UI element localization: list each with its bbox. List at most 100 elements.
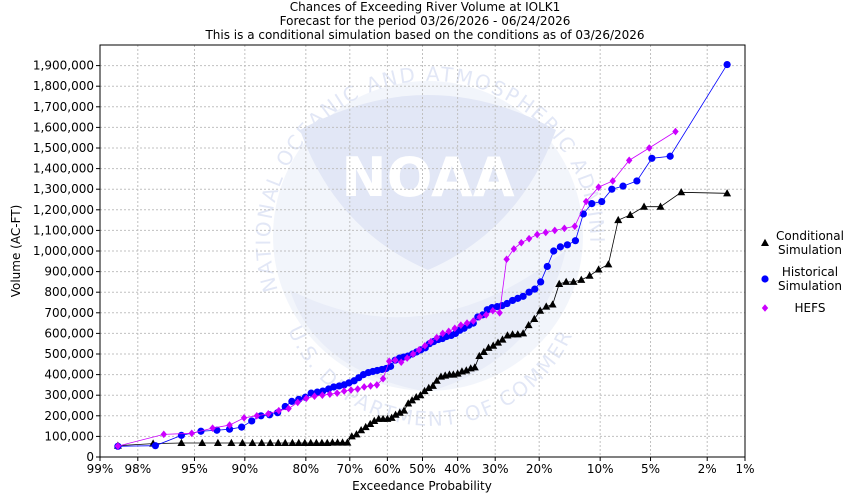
- data-point: [551, 226, 558, 235]
- x-tick-label: 70%: [336, 462, 363, 476]
- data-point: [357, 426, 366, 434]
- data-point: [330, 383, 338, 391]
- data-point: [373, 381, 381, 389]
- data-point: [415, 346, 423, 354]
- y-tick-label: 800,000: [44, 285, 94, 299]
- y-tick-label: 300,000: [44, 388, 94, 402]
- data-point: [266, 438, 275, 446]
- data-point: [531, 285, 539, 293]
- x-tick-label: 95%: [181, 462, 208, 476]
- data-point: [288, 397, 296, 405]
- y-tick-label: 400,000: [44, 368, 94, 382]
- x-tick-label: 60%: [374, 462, 401, 476]
- y-tick-label: 1,900,000: [33, 59, 94, 73]
- data-point: [398, 358, 405, 367]
- data-point: [300, 438, 309, 446]
- chart-title-line-2: Forecast for the period 03/26/2026 - 06/…: [279, 14, 571, 28]
- x-tick-label: 1%: [735, 462, 754, 476]
- data-point: [317, 438, 326, 446]
- data-point: [391, 410, 400, 418]
- y-tick-label: 500,000: [44, 347, 94, 361]
- data-point: [608, 185, 616, 193]
- data-point: [476, 313, 483, 321]
- data-point: [400, 406, 409, 414]
- axis-ticks: 99% 98% 95% 90% 80% 70% 60% 50% 40% 30% 20% 10% 5% 2%…: [33, 59, 755, 476]
- data-point: [656, 202, 665, 210]
- data-point: [288, 438, 297, 446]
- data-point: [416, 391, 425, 399]
- data-point: [306, 438, 315, 446]
- data-point: [281, 438, 290, 446]
- data-point: [385, 357, 393, 366]
- data-point: [225, 425, 234, 433]
- data-point: [379, 374, 387, 383]
- data-point: [420, 386, 429, 395]
- x-tick-label: 30%: [482, 462, 509, 476]
- data-point: [525, 234, 533, 243]
- data-point: [496, 309, 503, 317]
- data-point: [432, 376, 441, 384]
- data-point: [524, 320, 533, 329]
- data-point: [213, 438, 222, 446]
- data-point: [312, 438, 321, 446]
- data-point: [723, 60, 731, 69]
- data-point: [595, 183, 602, 191]
- data-point: [542, 302, 551, 310]
- data-point: [275, 406, 283, 415]
- data-point: [598, 197, 606, 206]
- x-tick-label: 20%: [526, 462, 553, 476]
- data-point: [257, 412, 265, 420]
- x-tick-label: 5%: [641, 462, 660, 476]
- data-point: [366, 419, 375, 428]
- legend-label: Simulation: [778, 279, 842, 293]
- data-point: [408, 396, 417, 404]
- y-tick-label: 1,300,000: [33, 182, 94, 196]
- data-point: [475, 351, 484, 360]
- x-tick-label: 98%: [124, 462, 151, 476]
- y-tick-label: 1,500,000: [33, 141, 94, 155]
- data-point: [226, 421, 233, 429]
- y-tick-label: 700,000: [44, 306, 94, 320]
- data-point: [519, 292, 527, 300]
- data-point: [412, 393, 421, 401]
- x-tick-label: 80%: [292, 462, 319, 476]
- data-point: [633, 177, 641, 185]
- data-point: [428, 381, 437, 389]
- legend-item: HEFS: [761, 301, 825, 315]
- x-axis-label: Exceedance Probability: [352, 479, 492, 493]
- data-point: [421, 341, 429, 350]
- series-group: [113, 60, 732, 450]
- y-tick-label: 600,000: [44, 326, 94, 340]
- data-point: [294, 438, 303, 446]
- data-point: [537, 278, 545, 286]
- data-point: [160, 430, 167, 439]
- y-axis-label: Volume (AC-FT): [9, 205, 23, 298]
- data-point: [614, 215, 623, 224]
- data-point: [274, 438, 283, 446]
- x-tick-label: 90%: [232, 462, 259, 476]
- data-point: [177, 438, 186, 446]
- y-tick-label: 1,800,000: [33, 79, 94, 93]
- data-point: [238, 438, 247, 446]
- data-point: [439, 329, 446, 338]
- legend-marker: [761, 238, 769, 246]
- data-point: [424, 383, 433, 391]
- y-tick-label: 900,000: [44, 265, 94, 279]
- data-point: [294, 398, 301, 407]
- x-tick-label: 10%: [587, 462, 614, 476]
- x-tick-label: 40%: [444, 462, 471, 476]
- data-point: [525, 288, 533, 296]
- data-point: [677, 188, 686, 196]
- data-point: [619, 182, 627, 190]
- chart-title-line-3: This is a conditional simulation based o…: [205, 28, 645, 42]
- data-point: [519, 329, 528, 337]
- data-point: [347, 432, 356, 440]
- legend-label: Historical: [782, 265, 838, 279]
- data-point: [518, 238, 525, 247]
- x-tick-label: 99%: [87, 462, 114, 476]
- data-point: [248, 438, 257, 446]
